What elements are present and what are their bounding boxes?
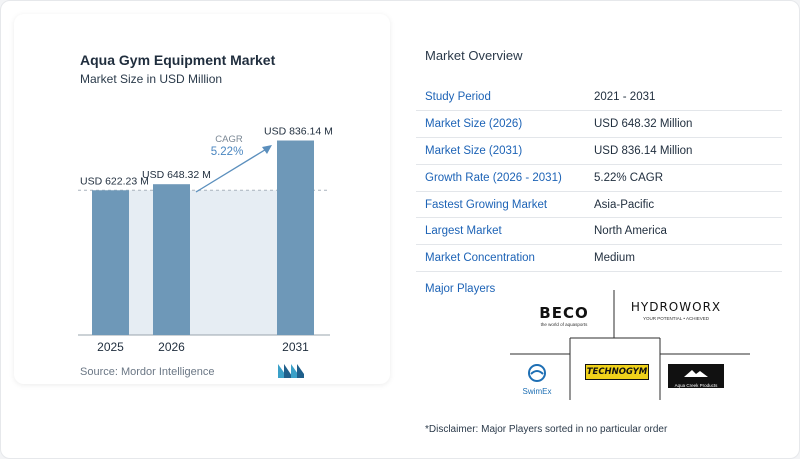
cagr-arrowhead-icon bbox=[262, 145, 272, 154]
overview-row: Market Size (2031) USD 836.14 Million bbox=[416, 137, 782, 165]
overview-label: Market Size (2026) bbox=[416, 110, 586, 139]
overview-value: Medium bbox=[586, 244, 782, 273]
overview-label: Market Concentration bbox=[416, 244, 586, 273]
overview-row: Largest Market North America bbox=[416, 217, 782, 246]
cagr-panel bbox=[129, 190, 277, 335]
overview-title: Market Overview bbox=[425, 48, 523, 63]
overview-row: Growth Rate (2026 - 2031) 5.22% CAGR bbox=[416, 164, 782, 192]
value-label-2026: USD 648.32 M bbox=[142, 169, 211, 181]
overview-value: USD 836.14 Million bbox=[586, 137, 782, 165]
chart-subtitle: Market Size in USD Million bbox=[80, 72, 223, 86]
overview-row: Market Concentration Medium bbox=[416, 244, 782, 273]
technogym-logo: TECHNOGYM bbox=[585, 364, 649, 380]
beco-logo: BECO the world of aquasports bbox=[539, 304, 589, 327]
overview-value: USD 648.32 Million bbox=[586, 110, 782, 139]
overview-table: Study Period 2021 - 2031 Market Size (2026… bbox=[416, 84, 782, 273]
disclaimer: *Disclaimer: Major Players sorted in no … bbox=[425, 424, 668, 435]
players-title: Major Players bbox=[425, 283, 496, 295]
hydroworx-logo: HYDROWORX YOUR POTENTIAL • ACHIEVED bbox=[630, 300, 722, 321]
aquacreek-logo: Aqua Creek Products bbox=[668, 364, 724, 388]
bar-chart: USD 622.23 M 2025 USD 648.32 M 2026 USD 836.… bbox=[78, 126, 333, 354]
mordor-logo-icon bbox=[278, 364, 304, 378]
value-label-2031: USD 836.14 M bbox=[264, 126, 333, 138]
overview-row: Market Size (2026) USD 648.32 Million bbox=[416, 110, 782, 139]
overview-label: Fastest Growing Market bbox=[416, 191, 586, 219]
overview-label: Largest Market bbox=[416, 217, 586, 246]
tick-label-2026: 2026 bbox=[158, 340, 185, 354]
overview-value: Asia-Pacific bbox=[586, 191, 782, 219]
cagr-value: 5.22% bbox=[211, 146, 244, 158]
players-grid bbox=[510, 290, 750, 400]
overview-label: Market Size (2031) bbox=[416, 137, 586, 165]
bar-2026 bbox=[153, 184, 190, 335]
overview-value: 2021 - 2031 bbox=[586, 84, 782, 112]
cagr-arrow bbox=[195, 147, 269, 193]
tick-label-2025: 2025 bbox=[97, 340, 124, 354]
bar-2025 bbox=[92, 190, 129, 335]
swimex-logo: SwimEx bbox=[517, 364, 557, 396]
overview-value: North America bbox=[586, 217, 782, 246]
swimex-icon bbox=[528, 364, 546, 382]
chart-title: Aqua Gym Equipment Market bbox=[80, 52, 276, 68]
value-label-2025: USD 622.23 M bbox=[80, 175, 149, 187]
aquacreek-icon bbox=[684, 370, 708, 377]
overview-row: Fastest Growing Market Asia-Pacific bbox=[416, 191, 782, 219]
overview-value: 5.22% CAGR bbox=[586, 164, 782, 192]
chart-source: Source: Mordor Intelligence bbox=[80, 366, 215, 378]
overview-label: Growth Rate (2026 - 2031) bbox=[416, 164, 586, 192]
cagr-label: CAGR bbox=[215, 134, 243, 145]
bar-2031 bbox=[277, 140, 314, 335]
tick-label-2031: 2031 bbox=[282, 340, 309, 354]
overview-row: Study Period 2021 - 2031 bbox=[416, 84, 782, 112]
overview-label: Study Period bbox=[416, 84, 586, 112]
